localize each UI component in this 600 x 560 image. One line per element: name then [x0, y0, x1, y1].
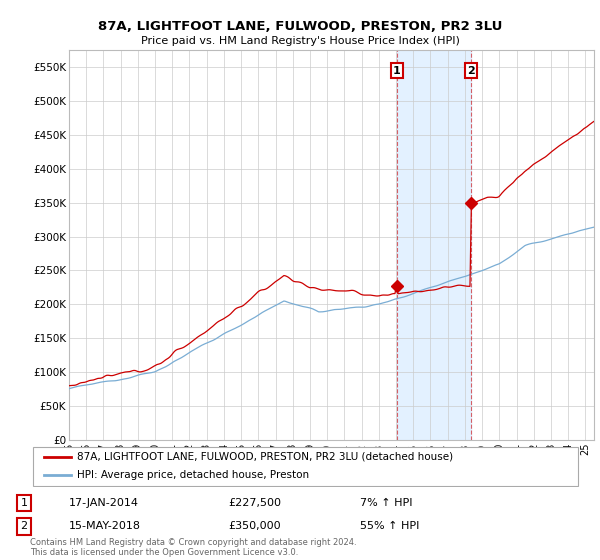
Text: 55% ↑ HPI: 55% ↑ HPI: [360, 521, 419, 531]
Text: 1: 1: [20, 498, 28, 508]
FancyBboxPatch shape: [33, 447, 578, 486]
Text: 15-MAY-2018: 15-MAY-2018: [69, 521, 141, 531]
Text: Contains HM Land Registry data © Crown copyright and database right 2024.
This d: Contains HM Land Registry data © Crown c…: [30, 538, 356, 557]
Text: 7% ↑ HPI: 7% ↑ HPI: [360, 498, 413, 508]
Text: £227,500: £227,500: [228, 498, 281, 508]
Bar: [397, 50, 471, 440]
Text: 2: 2: [467, 66, 475, 76]
Text: Price paid vs. HM Land Registry's House Price Index (HPI): Price paid vs. HM Land Registry's House …: [140, 36, 460, 46]
Text: 1: 1: [393, 66, 401, 76]
Text: 2: 2: [20, 521, 28, 531]
Text: 87A, LIGHTFOOT LANE, FULWOOD, PRESTON, PR2 3LU (detached house): 87A, LIGHTFOOT LANE, FULWOOD, PRESTON, P…: [77, 452, 453, 462]
Text: 17-JAN-2014: 17-JAN-2014: [69, 498, 139, 508]
Text: HPI: Average price, detached house, Preston: HPI: Average price, detached house, Pres…: [77, 470, 309, 480]
Text: 87A, LIGHTFOOT LANE, FULWOOD, PRESTON, PR2 3LU: 87A, LIGHTFOOT LANE, FULWOOD, PRESTON, P…: [98, 20, 502, 32]
Text: £350,000: £350,000: [228, 521, 281, 531]
